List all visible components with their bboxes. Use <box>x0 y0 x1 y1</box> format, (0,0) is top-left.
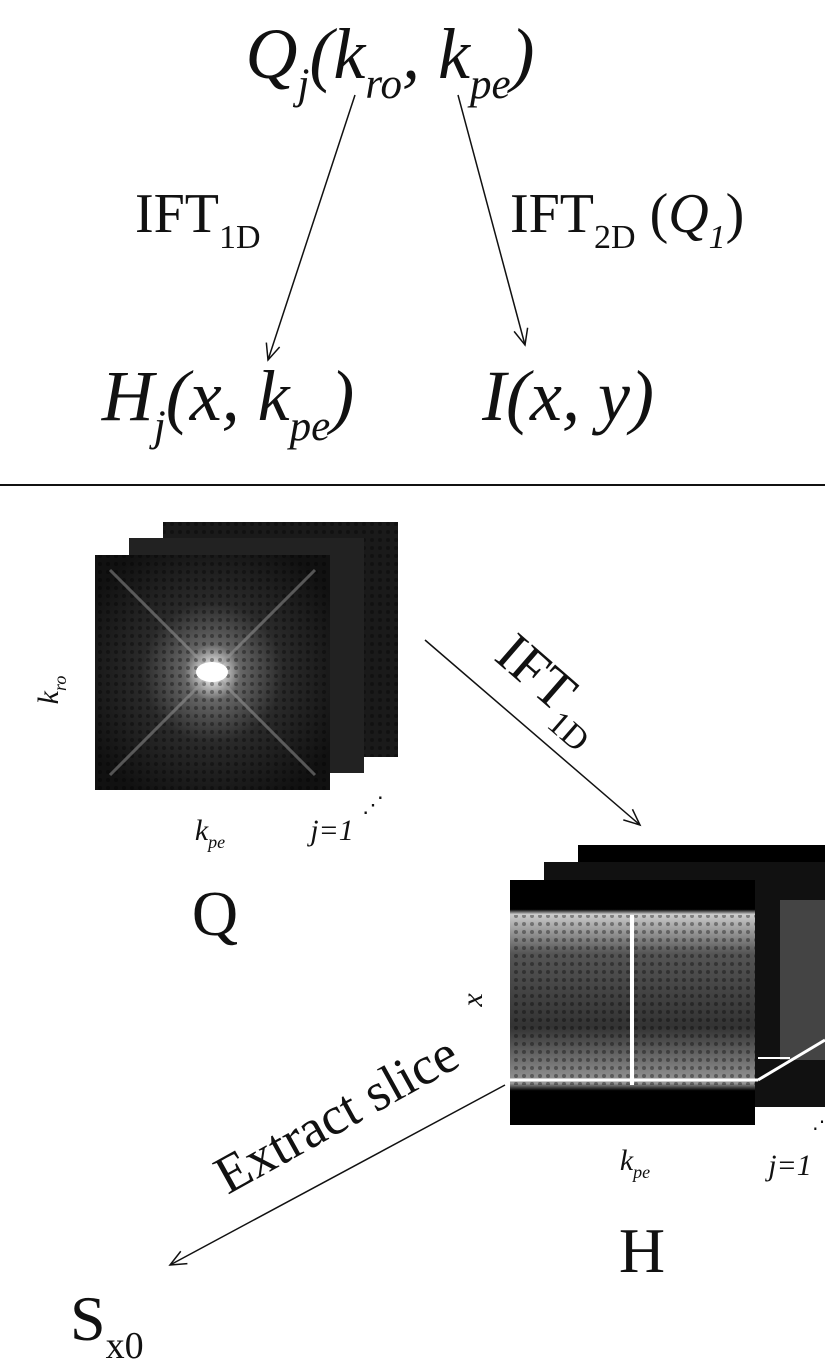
subscript: x0 <box>106 1325 144 1359</box>
text-part: H <box>619 1215 665 1286</box>
label-ift-2d: IFT2D (Q1) <box>510 183 744 256</box>
subscript: pe <box>631 1162 650 1182</box>
text-part: IFT <box>135 183 219 245</box>
text-part: Q <box>245 14 297 94</box>
formula-i: I(x, y) <box>481 356 654 436</box>
text-part: Q <box>192 878 238 949</box>
text-part: , k <box>402 14 472 94</box>
text-part: H <box>101 356 158 436</box>
subscript: 1 <box>709 219 726 256</box>
label-extract-slice: Extract slice <box>204 1023 468 1206</box>
text-part: IFT <box>510 183 594 245</box>
axis-x: x <box>456 993 489 1008</box>
axis-k-ro: kro <box>32 676 70 705</box>
text-part: ) <box>507 14 535 94</box>
text-part: k <box>195 814 209 847</box>
text-part: ) <box>726 183 745 245</box>
diagram: ⋰ ⋰ Qj(kro, kpe)IFT1DIFT2D (Q1)Hj(x, kpe… <box>0 0 825 1359</box>
subscript: 1D <box>219 219 261 256</box>
text-part: IFT <box>484 622 588 724</box>
q-image-stack <box>95 522 398 790</box>
text-part: S <box>70 1283 106 1354</box>
text-part: (k <box>309 14 367 94</box>
label-ift-1d: IFT1D <box>135 183 261 256</box>
subscript: ro <box>50 676 70 691</box>
text-part: I(x, y) <box>481 356 654 436</box>
ellipsis: ⋰ <box>812 1111 825 1133</box>
subscript: pe <box>287 403 331 450</box>
axis-k-pe: kpe <box>620 1144 650 1182</box>
text-part: k <box>32 690 65 704</box>
axis-k-pe: kpe <box>195 814 225 852</box>
label-q: Q <box>192 878 238 949</box>
formula-h: Hj(x, kpe) <box>101 356 354 450</box>
text-part: Extract slice <box>204 1023 468 1206</box>
label-h: H <box>619 1215 665 1286</box>
arrow <box>268 95 355 360</box>
label-ift-1d-diag: IFT1D <box>477 622 620 759</box>
subscript: pe <box>467 61 511 108</box>
text-part: ( <box>636 183 669 245</box>
label-s-x0: Sx0 <box>70 1283 144 1359</box>
text-part: ) <box>326 356 354 436</box>
text-part: j=1 <box>306 814 354 847</box>
page: {"labels": [ {"parts": [{"t": "Q", "sub"… <box>0 0 825 1359</box>
formula-q: Qj(kro, kpe) <box>245 14 534 108</box>
text-part: (x, k <box>166 356 292 436</box>
text-part: Q <box>668 183 708 245</box>
text-part: x <box>456 993 489 1008</box>
text-part: k <box>620 1144 634 1177</box>
subscript: ro <box>365 61 402 108</box>
subscript: pe <box>206 832 225 852</box>
text-part: j=1 <box>764 1149 812 1182</box>
subscript: 2D <box>594 219 636 256</box>
index-j: j=1 <box>764 1149 812 1182</box>
index-j: j=1 <box>306 814 354 847</box>
ellipsis: ⋰ <box>362 792 384 817</box>
h-image-stack <box>510 845 825 1125</box>
